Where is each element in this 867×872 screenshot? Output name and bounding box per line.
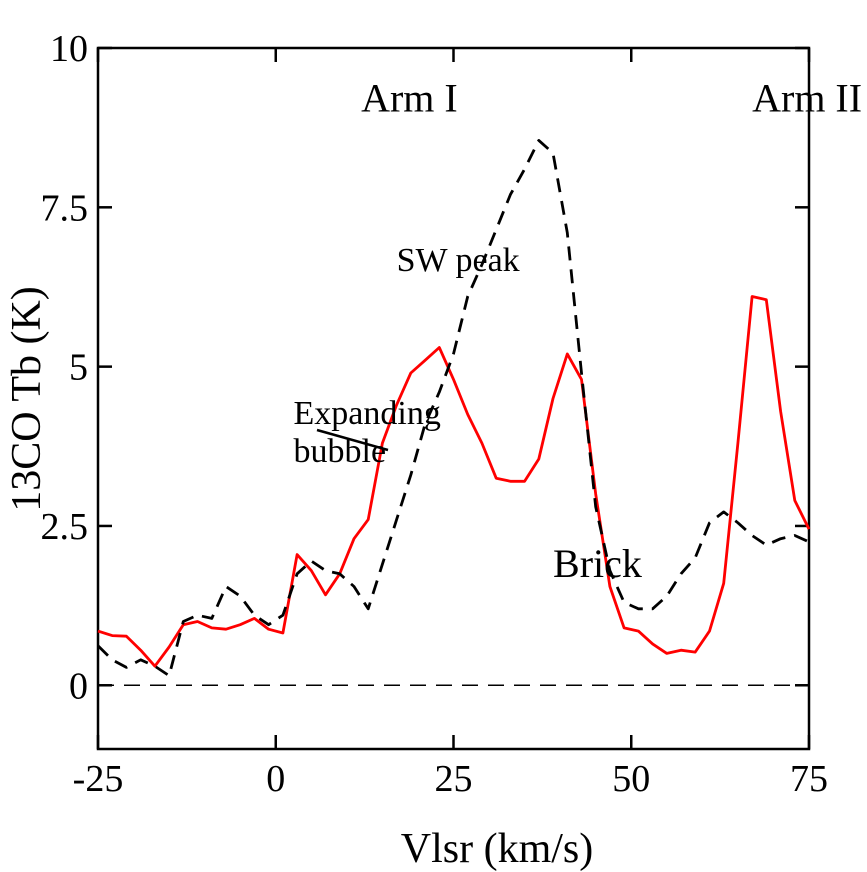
annotation-arm1: Arm I [361,76,458,121]
x-tick-label: 0 [266,758,285,800]
x-tick-label: 50 [612,758,650,800]
annotation-bubble1: Expanding [294,395,441,432]
bubble-pointer [316,428,389,452]
y-tick-label: 0 [69,665,88,707]
annotation-swpeak: SW peak [397,242,520,279]
annotation-brick: Brick [553,541,642,586]
x-tick-label: -25 [73,758,124,800]
y-tick-label: 10 [50,28,88,70]
y-tick-label: 2.5 [41,506,89,548]
y-axis-title: 13CO Tb (K) [4,286,50,512]
series-layer [97,139,811,687]
series-line-dashed [97,139,810,678]
x-tick-label: 75 [790,758,828,800]
y-tick-label: 5 [69,347,88,389]
series-line-red [97,295,811,668]
y-tick-label: 7.5 [41,187,89,229]
x-axis-title: Vlsr (km/s) [401,826,594,872]
x-tick-label: 25 [435,758,473,800]
annotation-arm2: Arm II [752,76,862,121]
tick-labels: -25 0 25 50 75 0 2.5 5 7.5 10 [41,28,829,800]
annotation-bubble2: bubble [294,433,387,470]
